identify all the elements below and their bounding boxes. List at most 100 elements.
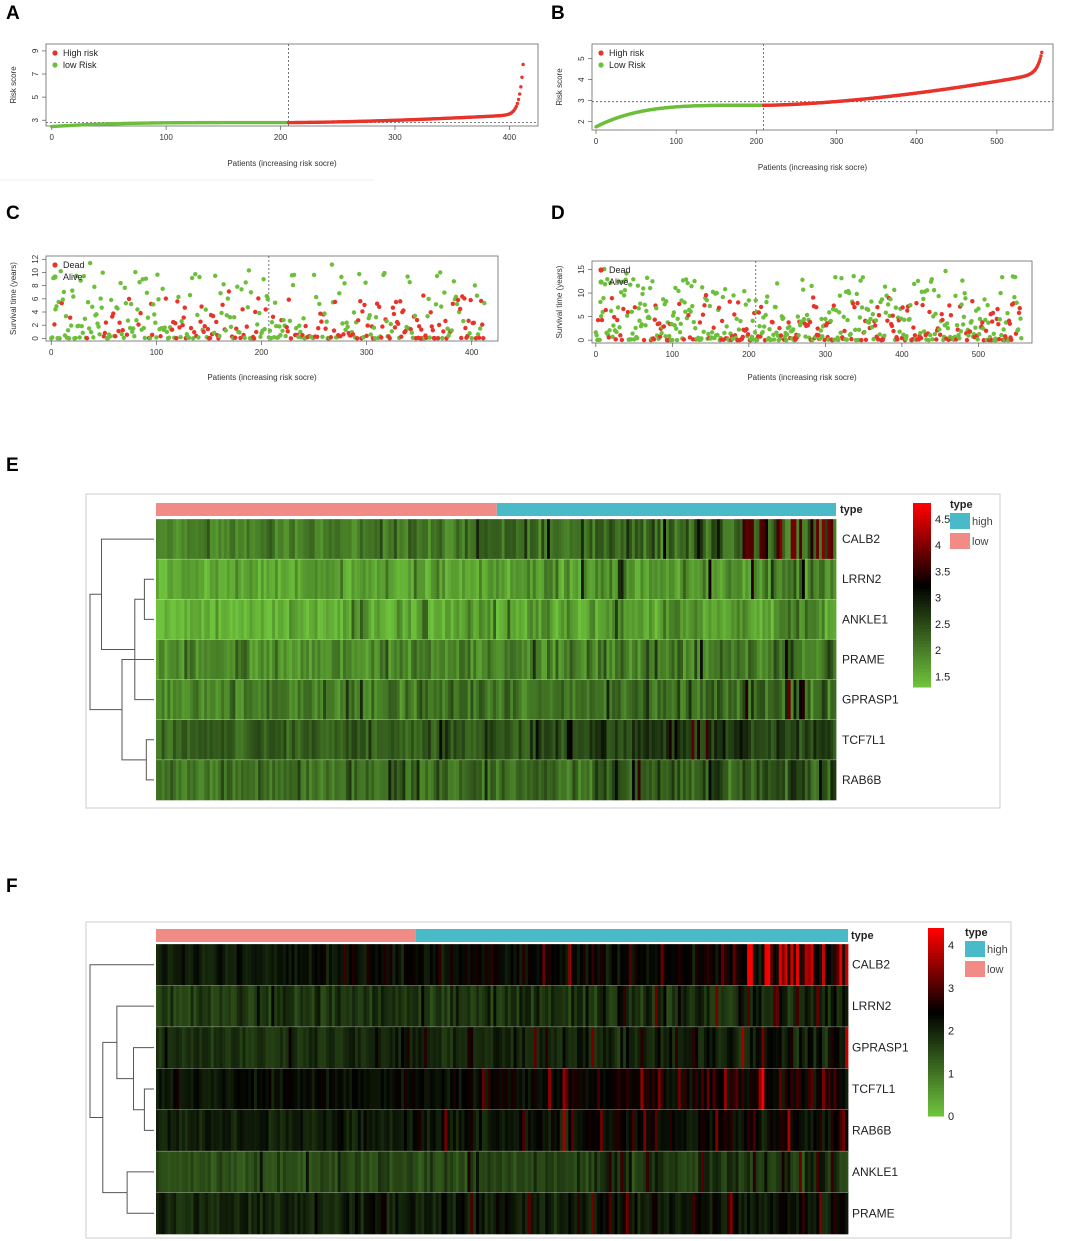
heatmap-cell <box>822 1068 826 1111</box>
heatmap-cell <box>408 759 412 801</box>
heatmap-cell <box>219 1026 223 1069</box>
heatmap-cell <box>314 679 318 721</box>
heatmap-cell <box>260 519 265 560</box>
heatmap-cell <box>331 759 335 801</box>
heatmap-cell <box>170 759 174 801</box>
heatmap-cell <box>566 519 571 560</box>
alive-point <box>888 296 893 302</box>
alive-point <box>225 296 231 301</box>
alive-point <box>94 312 99 317</box>
heatmap-cell <box>748 519 752 560</box>
heatmap-cell <box>605 1109 610 1152</box>
heatmap-cell <box>306 559 310 600</box>
heatmap-cell <box>578 599 582 640</box>
heatmap-cell <box>640 719 644 761</box>
heatmap-cell <box>646 519 650 560</box>
heatmap-cell <box>388 599 392 640</box>
heatmap-cell <box>329 1068 333 1111</box>
heatmap-cell <box>416 639 420 680</box>
heatmap-cell <box>617 1068 621 1111</box>
dead-point <box>355 318 361 323</box>
dead-point <box>360 309 365 314</box>
dead-point <box>996 336 1002 342</box>
heatmap-cell <box>640 944 644 986</box>
heatmap-cell <box>303 639 307 680</box>
heatmap-cell <box>657 944 661 986</box>
heatmap-cell <box>303 1026 307 1069</box>
alive-point <box>945 325 951 331</box>
alive-point <box>826 337 831 342</box>
heatmap-cell <box>612 759 616 801</box>
heatmap-cell <box>759 759 763 801</box>
heatmap-cell <box>216 1109 220 1152</box>
alive-point <box>801 287 806 292</box>
dead-point <box>911 325 916 330</box>
dead-point <box>905 308 910 313</box>
alive-point <box>809 283 814 289</box>
heatmap-cell <box>173 985 177 1028</box>
heatmap-cell <box>674 599 678 640</box>
y-tick-label: 5 <box>31 94 40 99</box>
heatmap-cell <box>669 944 673 986</box>
alive-point <box>1016 327 1021 332</box>
heatmap-cell <box>762 639 766 680</box>
heatmap-cell <box>768 559 772 600</box>
heatmap-cell <box>493 639 497 680</box>
heatmap-cell <box>170 599 174 640</box>
alive-point <box>957 336 962 341</box>
x-tick-label: 300 <box>360 348 374 357</box>
heatmap-cell <box>207 944 212 986</box>
alive-point <box>137 279 142 285</box>
heatmap-cell <box>164 599 168 640</box>
heatmap-cell <box>677 559 681 600</box>
heatmap-cell <box>204 559 208 600</box>
alive-point <box>87 260 93 266</box>
heatmap-cell <box>623 639 627 680</box>
heatmap-cell <box>575 759 579 801</box>
heatmap-cell <box>337 719 341 761</box>
heatmap-cell <box>530 519 534 560</box>
heatmap-cell <box>363 1026 367 1069</box>
heatmap-cell <box>813 639 817 680</box>
alive-point <box>859 305 865 310</box>
color-scale-step <box>913 576 931 581</box>
heatmap-cell <box>464 985 468 1028</box>
heatmap-cell <box>207 1109 212 1152</box>
y-tick-label: 8 <box>31 283 40 288</box>
heatmap-cell <box>184 679 188 721</box>
y-tick-label: 0 <box>31 336 40 341</box>
heatmap-cell <box>399 639 403 680</box>
heatmap-cell <box>539 1026 543 1069</box>
heatmap-cell <box>406 944 411 986</box>
heatmap-cell <box>230 1109 235 1152</box>
dead-point <box>744 326 749 332</box>
alive-point <box>164 329 170 335</box>
heatmap-cell <box>252 599 256 640</box>
alive-point <box>601 295 606 301</box>
dead-point <box>399 334 404 339</box>
alive-point <box>322 311 327 316</box>
data-points <box>593 266 1024 343</box>
heatmap-cell <box>458 944 463 986</box>
heatmap-cell <box>394 639 398 680</box>
heatmap-cell <box>669 1026 673 1069</box>
heatmap-cell <box>394 679 398 721</box>
heatmap-cell <box>383 1109 388 1152</box>
heatmap-cell <box>753 679 758 721</box>
heatmap-cell <box>246 559 250 600</box>
heatmap-cell <box>275 679 279 721</box>
heatmap-cell <box>279 1109 284 1152</box>
heatmap-cell <box>617 639 622 680</box>
heatmap-cell <box>637 944 641 986</box>
heatmap-cell <box>459 599 463 640</box>
heatmap-cell <box>199 985 203 1028</box>
y-axis-label: Survival time (years) <box>9 262 18 335</box>
heatmap-cell <box>173 1068 177 1111</box>
dead-point <box>214 319 219 325</box>
heatmap-cell <box>411 599 415 640</box>
heatmap-cell <box>391 519 395 560</box>
heatmap-cell <box>306 519 310 560</box>
heatmap-cell <box>476 1068 480 1111</box>
alive-point <box>213 273 218 278</box>
alive-point <box>750 318 755 323</box>
